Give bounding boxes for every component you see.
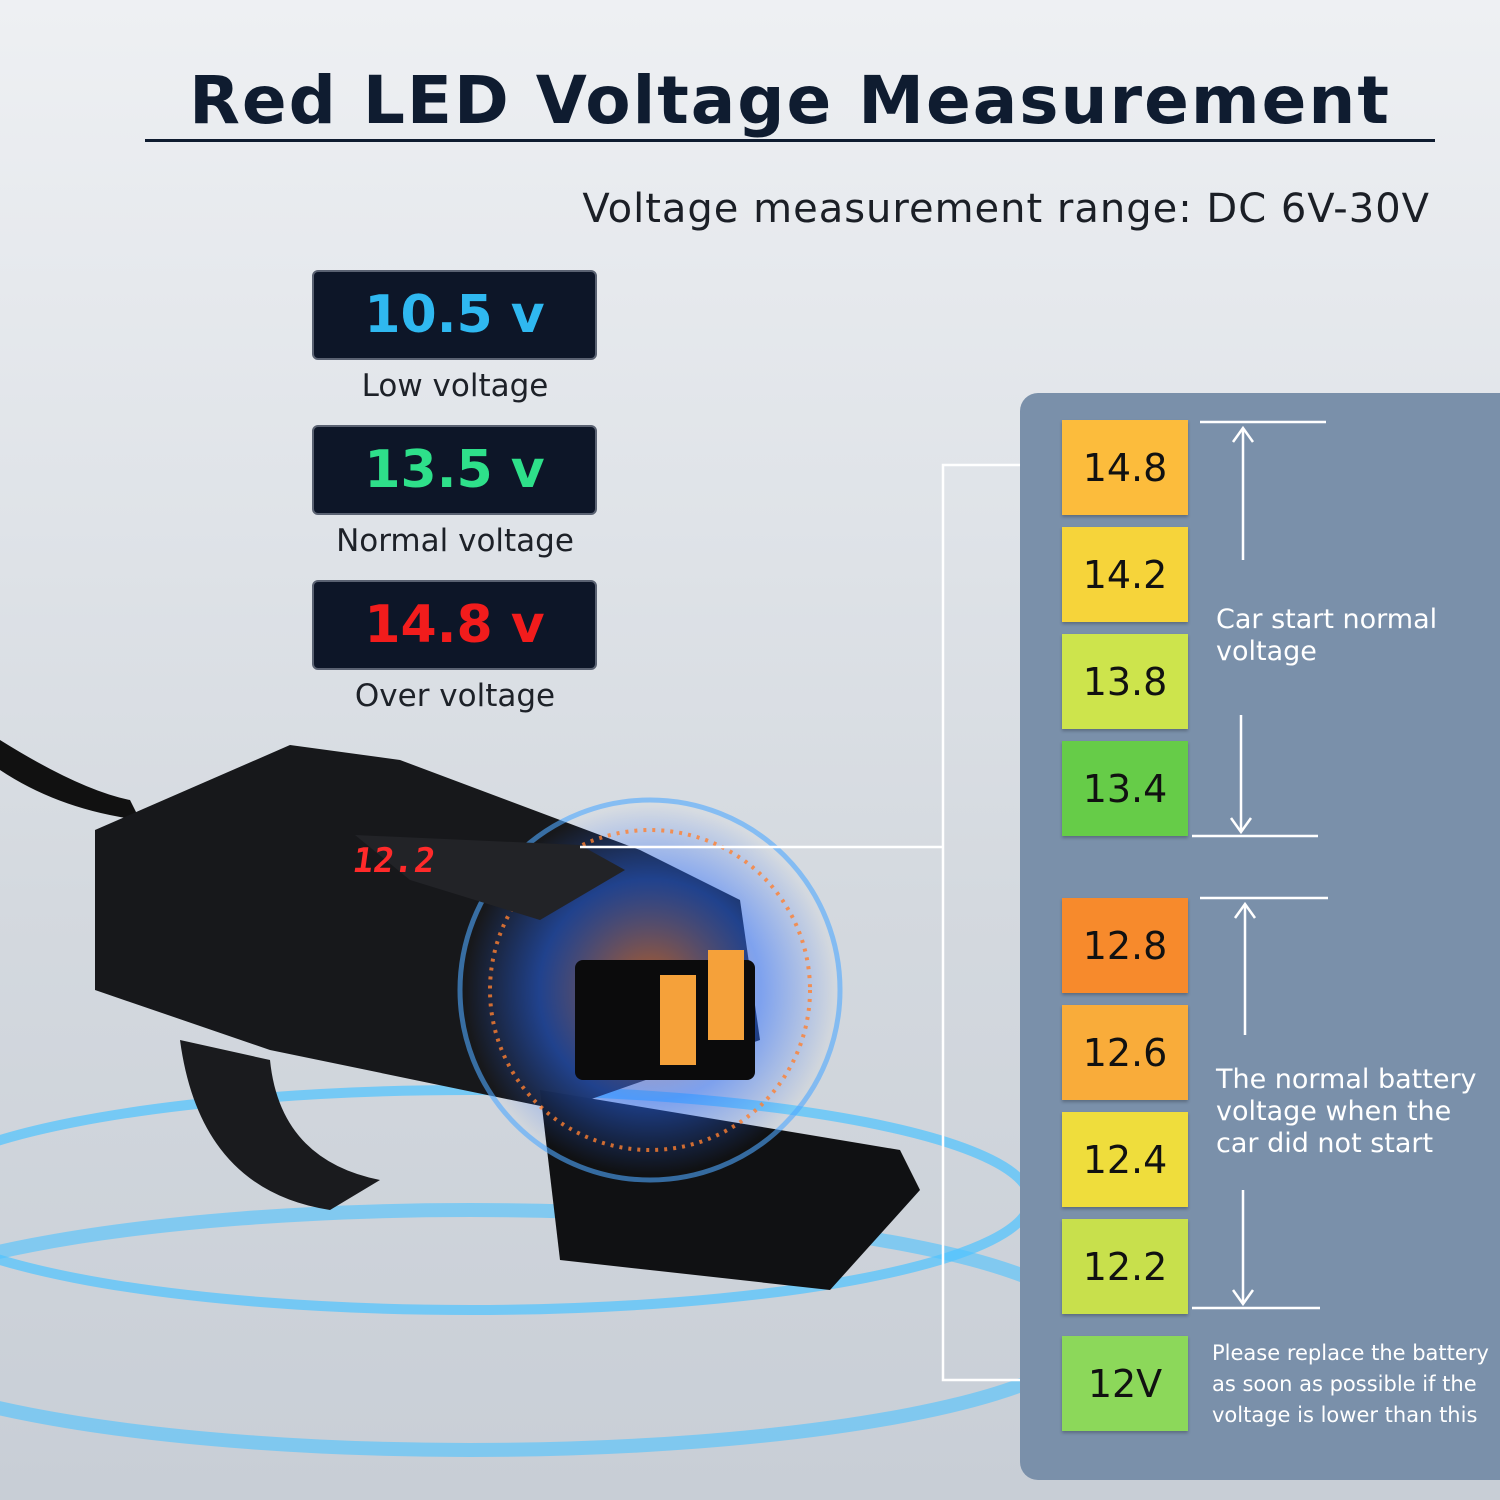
voltage-tile: 13.8 xyxy=(1062,634,1188,729)
display-button xyxy=(355,835,625,920)
voltage-display: 14.8 v xyxy=(312,580,597,670)
display-label: Normal voltage xyxy=(336,523,574,559)
usb-port xyxy=(708,950,744,1040)
voltage-tile: 13.4 xyxy=(1062,741,1188,836)
voltage-tile: 12.8 xyxy=(1062,898,1188,993)
voltage-tile: 14.8 xyxy=(1062,420,1188,515)
clamp xyxy=(180,1040,380,1210)
voltage-tile: 12.6 xyxy=(1062,1005,1188,1100)
glow-ring xyxy=(457,797,843,1183)
usb-port xyxy=(660,975,696,1065)
voltage-tile: 12.2 xyxy=(1062,1219,1188,1314)
voltage-tile: 12.4 xyxy=(1062,1112,1188,1207)
connector xyxy=(580,463,1020,1382)
range-caption: The normal battery voltage when the car … xyxy=(1216,1064,1477,1159)
range-caption: Car start normal voltage xyxy=(1216,604,1438,667)
title-underline xyxy=(145,139,1435,142)
minimum-caption: Please replace the battery as soon as po… xyxy=(1212,1341,1489,1427)
title: Red LED Voltage Measurement xyxy=(189,62,1391,139)
display-label: Over voltage xyxy=(354,678,556,714)
range-markers xyxy=(1192,420,1328,1310)
display-label: Low voltage xyxy=(361,368,549,404)
cable xyxy=(0,740,140,820)
glow-ring xyxy=(488,828,812,1152)
subtitle: Voltage measurement range: DC 6V-30V xyxy=(582,186,1430,232)
voltage-display: 10.5 v xyxy=(312,270,597,360)
ring xyxy=(0,1203,1097,1457)
voltage-tile: 14.2 xyxy=(1062,527,1188,622)
voltage-display: 13.5 v xyxy=(312,425,597,515)
device-display: 12.2 xyxy=(350,841,437,881)
voltage-tile: 12V xyxy=(1062,1336,1188,1431)
